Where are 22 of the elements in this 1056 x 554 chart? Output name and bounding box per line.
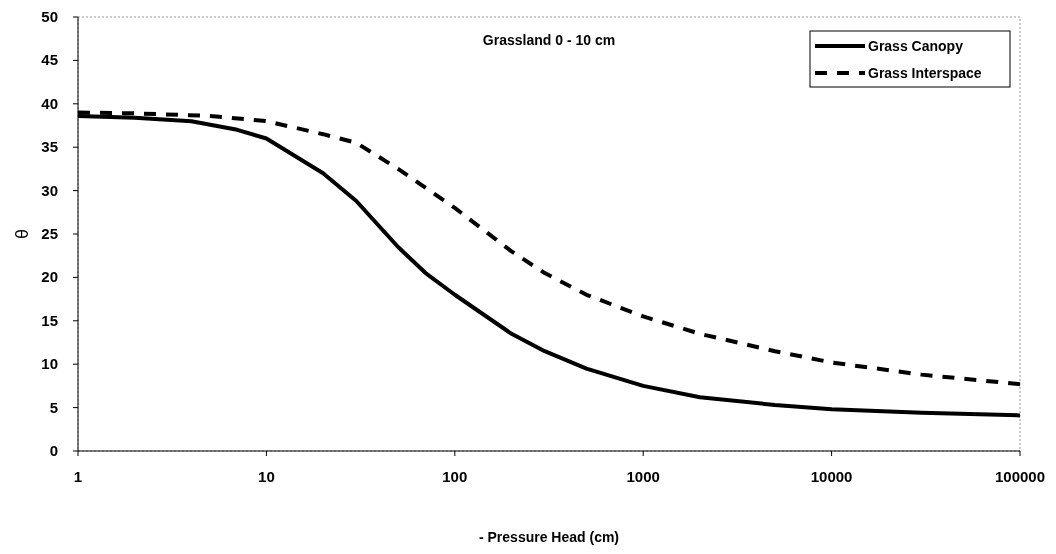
- y-tick-label: 25: [41, 225, 58, 242]
- x-axis-title: - Pressure Head (cm): [478, 529, 620, 545]
- y-tick-label: 50: [41, 8, 58, 25]
- x-tick-label: 1000: [626, 468, 660, 485]
- y-tick-label: 35: [41, 138, 58, 156]
- y-axis-title: θ: [12, 228, 32, 240]
- text: Grassland 0 - 10 cm: [482, 32, 616, 48]
- x-tick-label: 100: [442, 468, 468, 485]
- x-tick-label: 1: [73, 468, 83, 485]
- x-tick-label: 10000: [810, 468, 853, 485]
- legend-label: Grass Interspace: [868, 65, 982, 81]
- y-tick-label: 10: [41, 355, 58, 373]
- y-tick-label: 15: [41, 311, 58, 329]
- y-tick-label: 45: [41, 51, 58, 69]
- y-tick-label: 20: [41, 268, 58, 286]
- y-tick-label: 5: [49, 398, 58, 416]
- x-tick-label: 10: [258, 468, 275, 485]
- legend-label: Grass Canopy: [868, 38, 964, 54]
- y-tick-label: 0: [49, 442, 58, 459]
- y-tick-label: 40: [41, 94, 58, 112]
- y-tick-label: 30: [41, 181, 58, 199]
- x-tick-label: 100000: [994, 468, 1046, 485]
